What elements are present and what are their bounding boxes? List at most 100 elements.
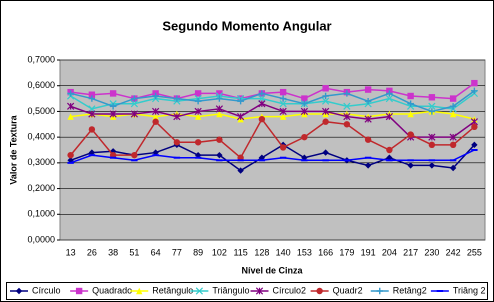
point-marker	[88, 91, 96, 98]
point-marker	[343, 112, 351, 121]
y-tick-label: 0,6000	[27, 80, 55, 90]
point-marker	[364, 162, 372, 169]
point-marker	[67, 113, 74, 120]
point-marker	[322, 107, 330, 116]
legend-marker	[195, 287, 203, 295]
series-line	[70, 110, 475, 120]
point-marker	[88, 105, 96, 113]
y-tick-label: 0,0000	[27, 234, 55, 244]
x-tick-label: 26	[87, 247, 97, 257]
point-marker	[279, 144, 287, 151]
point-marker	[67, 151, 74, 159]
point-marker	[88, 126, 96, 133]
legend-marker	[75, 287, 83, 295]
point-marker	[343, 121, 351, 128]
y-tick-label: 0,5000	[27, 106, 55, 116]
point-marker	[428, 141, 436, 149]
point-marker	[67, 90, 74, 97]
legend-label: Círculo	[32, 285, 61, 295]
point-marker	[152, 107, 160, 116]
point-marker	[428, 94, 436, 101]
x-tick-label: 230	[424, 247, 439, 257]
point-marker	[131, 151, 138, 159]
point-marker	[109, 103, 117, 110]
point-marker	[322, 92, 329, 100]
point-marker	[131, 95, 138, 102]
point-marker	[88, 95, 96, 102]
point-marker	[194, 97, 202, 105]
point-marker	[471, 79, 478, 87]
point-marker	[407, 110, 414, 118]
legend-label: Triâng 2	[453, 285, 486, 295]
point-marker	[364, 97, 372, 105]
point-marker	[237, 167, 244, 174]
point-marker	[471, 87, 478, 95]
series-line	[70, 149, 475, 164]
point-marker	[194, 90, 202, 97]
point-marker	[173, 95, 181, 102]
point-marker	[386, 90, 393, 97]
point-marker	[343, 102, 351, 110]
x-tick-label: 204	[382, 247, 397, 257]
legend-label: Retâng2	[393, 285, 427, 295]
x-tick-label: 115	[233, 247, 247, 257]
point-marker	[216, 151, 223, 159]
point-marker	[258, 115, 266, 123]
x-tick-label: 102	[212, 247, 227, 257]
point-marker	[322, 118, 329, 125]
point-marker	[279, 113, 287, 120]
point-marker	[237, 97, 244, 105]
point-marker	[428, 108, 436, 115]
series-line	[70, 102, 475, 138]
x-tick-label: 255	[467, 247, 482, 257]
point-marker	[258, 94, 266, 103]
point-marker	[237, 112, 245, 121]
point-marker	[428, 162, 436, 169]
point-marker	[258, 90, 266, 97]
point-marker	[364, 115, 372, 123]
point-marker	[407, 131, 414, 138]
x-tick-label: 64	[151, 247, 161, 257]
point-marker	[88, 110, 96, 118]
legend-marker	[255, 287, 264, 295]
x-tick-label: 166	[318, 247, 333, 257]
y-tick-label: 0,3000	[27, 157, 55, 167]
x-tick-label: 51	[129, 247, 139, 257]
point-marker	[216, 95, 223, 102]
point-marker	[152, 118, 159, 125]
x-axis-label: Nível de Cinza	[241, 265, 303, 275]
point-marker	[407, 162, 414, 169]
point-marker	[279, 95, 287, 102]
x-tick-label: 191	[361, 247, 376, 257]
series-line	[70, 143, 475, 172]
point-marker	[449, 141, 457, 149]
x-tick-label: 140	[276, 247, 291, 257]
point-marker	[109, 90, 117, 97]
legend-label: Triângulo	[212, 285, 249, 295]
point-marker	[109, 110, 117, 118]
x-tick-label: 13	[66, 247, 76, 257]
point-marker	[194, 113, 202, 120]
point-marker	[449, 164, 457, 172]
point-marker	[194, 151, 202, 159]
point-marker	[386, 146, 393, 154]
point-marker	[173, 139, 181, 146]
x-tick-label: 217	[403, 247, 418, 257]
legend-label: Quadrado	[92, 285, 132, 295]
series-line	[70, 92, 475, 110]
point-marker	[215, 105, 223, 113]
legend-marker	[15, 287, 23, 295]
legend-marker	[316, 287, 323, 295]
series-line	[70, 117, 475, 159]
y-tick-label: 0,1000	[27, 209, 55, 219]
chart-title: Segundo Momento Angular	[162, 18, 331, 33]
x-tick-label: 153	[297, 247, 312, 257]
point-marker	[471, 123, 478, 131]
point-marker	[301, 100, 308, 107]
point-marker	[152, 92, 159, 100]
point-marker	[322, 85, 329, 92]
y-axis-label: Valor de Textura	[8, 114, 18, 184]
point-marker	[279, 100, 287, 108]
point-marker	[194, 139, 202, 146]
